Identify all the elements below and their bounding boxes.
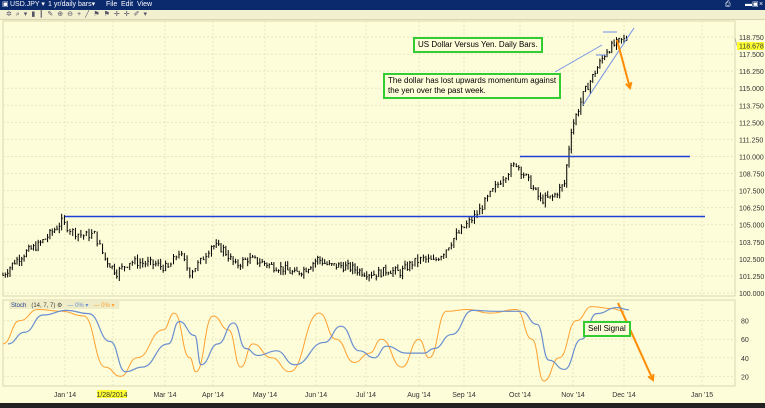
menu-view[interactable]: View [137,1,153,8]
y-tick-label: 107.500 [739,189,764,196]
stoch-y-tick-label: 60 [741,337,749,344]
x-tick-label: Sep '14 [452,392,476,399]
price-panel [2,20,736,297]
y-tick-label: 100.000 [739,291,764,298]
dropdown-icon[interactable]: ▾ [143,11,148,18]
x-tick-label: Jun '14 [305,392,327,399]
settings-icon[interactable]: ✲ [6,11,12,18]
x-tick-label: Jan '15 [691,392,713,399]
annotation-title: US Dollar Versus Yen. Daily Bars. [413,37,543,53]
cross-icon[interactable]: ✛ [123,11,130,18]
draw-icon[interactable]: ✎ [47,11,54,18]
zoom-icon[interactable]: ⌕ [15,11,20,18]
candle-icon[interactable]: ┃ [39,11,44,18]
x-tick-label: Dec '14 [612,392,636,399]
annotation-comment: The dollar has lost upwards momentum aga… [383,73,562,99]
flag-icon[interactable]: ⚑ [103,11,110,18]
y-tick-label: 101.250 [739,274,764,281]
stoch-legend-d: — 0% ▾ [93,303,114,309]
dropdown-icon[interactable]: ▾ [23,11,28,18]
last-price-label: 118.678 [739,44,764,51]
y-tick-label: 105.000 [739,223,764,230]
stoch-params: (14, 7, 7) ⚙ [31,302,62,309]
zoom-in-icon[interactable]: ⊕ [57,11,64,18]
x-tick-label: Jan '14 [54,392,76,399]
cross-icon[interactable]: ✛ [113,11,120,18]
price-down-arrow-head [625,81,633,91]
bar-icon[interactable]: ▮ [31,11,36,18]
x-tick-label: Mar '14 [153,392,176,399]
flag-icon[interactable]: ⚑ [93,11,100,18]
period-label: 1 yr/daily bars [48,1,92,8]
symbol-label: USD.JPY [10,1,40,8]
stoch-k-line [2,306,625,382]
x-tick-label: Aug '14 [407,392,431,399]
trend-line [582,27,635,106]
y-tick-label: 115.000 [739,86,764,93]
annotation-comment-line2: the yen over the past week. [388,86,486,95]
x-tick-label: Jul '14 [356,392,376,399]
last-price-badge [737,42,764,51]
y-tick-label: 111.250 [739,137,763,144]
y-tick-label: 112.500 [739,120,764,127]
stoch-down-arrow [617,302,654,381]
menu-file[interactable]: File [106,1,118,8]
y-tick-label: 103.750 [739,240,764,247]
y-tick-label: 108.750 [739,172,764,179]
sell-signal-label: Sell Signal [583,321,631,337]
y-tick-label: 116.250 [739,69,764,76]
stoch-y-tick-label: 80 [741,319,749,326]
zoom-out-icon[interactable]: ⊖ [67,11,74,18]
y-tick-label: 110.000 [739,154,764,161]
stoch-y-tick-label: 20 [741,374,749,381]
stoch-down-arrow-head [647,373,655,382]
close-icon[interactable]: × [759,1,764,8]
crosshair-icon[interactable]: + [77,11,82,18]
stoch-legend-bg [9,301,120,309]
stoch-d-line [7,306,630,373]
line-icon[interactable]: ╱ [85,11,90,18]
stoch-y-tick-label: 40 [741,356,749,363]
print-icon[interactable]: ⎙ [725,1,731,8]
pen-icon[interactable]: ✐ [133,11,140,18]
price-down-arrow [616,39,631,89]
menu-edit[interactable]: Edit [121,1,134,8]
annotation-pointer [554,44,603,73]
y-tick-label: 106.250 [739,206,764,213]
last-price-pointer [734,37,738,47]
x-tick-label: Nov '14 [561,392,585,399]
x-tick-label: Oct '14 [509,392,531,399]
toolbar: ✲ ⌕ ▾ ▮ ┃ ✎ ⊕ ⊖ + ╱ ⚑ ⚑ ✛ ✛ ✐ ▾ [0,10,765,20]
x-tick-label: May '14 [253,392,277,399]
y-tick-label: 102.500 [739,257,764,264]
status-bar [0,403,765,408]
stoch-legend-k: — 0% ▾ [67,303,88,309]
maximize-icon[interactable]: ▣ [752,1,759,8]
stoch-name: Stoch [11,303,26,309]
y-tick-label: 113.750 [739,103,764,110]
period-selector[interactable]: 1 yr/daily bars▾ [48,1,96,8]
y-tick-label: 118.750 [739,35,764,42]
x-tick-label: 1/28/2014 [96,392,127,399]
app-icon: ▣ [2,1,9,8]
x-tick-label: Apr '14 [202,392,224,399]
highlighted-date-badge [97,390,127,398]
annotation-comment-line1: The dollar has lost upwards momentum aga… [388,76,557,85]
title-bar: ▣ USD.JPY ▾ 1 yr/daily bars▾ File Edit V… [0,0,765,10]
y-tick-label: 117.500 [739,52,764,59]
minimize-icon[interactable]: ▬ [745,1,752,8]
symbol-selector[interactable]: USD.JPY ▾ [10,1,45,8]
